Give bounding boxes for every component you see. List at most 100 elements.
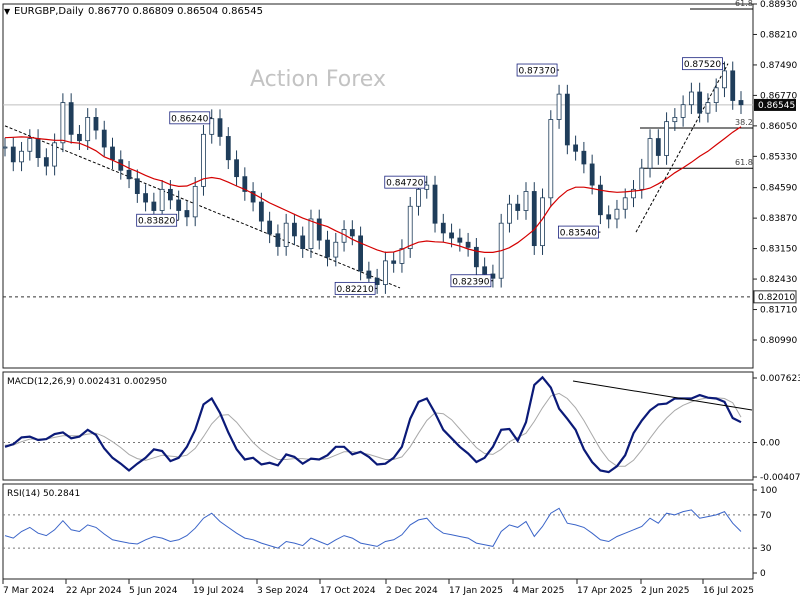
candle-body [672,117,678,123]
candle-body [713,87,719,103]
swing-label: 0.82210 [337,285,374,295]
x-tick-label: 2 Dec 2024 [386,586,438,596]
swing-label: 0.87370 [518,67,555,77]
macd-axis: 0.007623 0.00 -0.004073 [753,374,800,483]
candle-body [292,222,297,237]
candle-body [531,191,537,247]
candle-body [564,93,570,146]
candle-body [93,117,99,131]
rsi-tick-label: 100 [760,486,777,496]
candle-body [465,241,471,248]
swing-label-box [516,63,558,77]
candle-body [250,191,256,203]
price-overlays: 61.8 38.2 61.8 [3,0,753,298]
swing-label-box [682,57,723,71]
candle-body [523,191,529,211]
candle-body [680,104,686,118]
macd-tick-label: -0.004073 [760,473,800,483]
rsi-tick-label: 30 [760,544,772,554]
candle-body [432,184,438,224]
support-price-box [753,290,797,304]
swing-label-box [334,281,376,295]
x-tick-label: 3 Sep 2024 [257,586,309,596]
macd-main-line [4,375,742,474]
current-price-box [754,98,796,111]
price-tick-label: 0.83150 [760,245,797,255]
candle-body [738,100,744,106]
candle-body [556,93,562,120]
swing-label: 0.83820 [138,217,175,227]
watermark: Action Forex [250,67,386,92]
candle-body [407,205,413,249]
candle-body [374,277,380,285]
candle-body [614,208,620,220]
candle-body [705,102,711,114]
price-candles [2,61,744,294]
candle-body [60,102,66,144]
candle-body [631,188,636,199]
candle-body [730,70,736,101]
fib-level-label: 61.8 [735,158,753,167]
candle-body [589,163,595,186]
x-tick-label: 22 Apr 2024 [66,586,122,596]
price-axis: 0.88930 0.88210 0.87490 0.86770 0.86050 0.853… [753,0,797,346]
fib-level-label: 38.2 [735,118,753,127]
price-tick-label: 0.88930 [760,0,797,10]
candle-body [77,133,82,142]
price-tick-label: 0.83870 [760,214,797,224]
macd-title: MACD(12,26,9) 0.002431 0.002950 [7,377,167,387]
candle-body [300,235,306,249]
candle-body [275,233,281,247]
candle-body [655,138,661,156]
price-tick-label: 0.81710 [760,306,797,316]
candle-body [43,157,49,167]
candle-body [35,138,41,159]
candle-body [598,184,603,216]
candle-body [126,169,132,180]
candle-body [267,220,273,235]
candle-body [490,273,496,279]
x-axis: 7 Mar 2024 22 Apr 2024 5 Jun 2024 19 Jul 20… [2,579,754,596]
rsi-title: RSI(14) 50.2841 [7,489,80,499]
x-tick-label: 17 Oct 2024 [320,586,376,596]
rsi-tick-label: 0 [760,569,766,579]
candle-body [391,260,397,264]
swing-label-box [558,225,599,239]
candle-body [110,146,115,161]
price-tick-label: 0.84590 [760,184,797,194]
candle-body [27,138,33,152]
price-tick-label: 0.86770 [760,91,797,101]
x-tick-label: 16 Jul 2025 [703,586,754,596]
candle-body [333,241,339,258]
x-tick-label: 19 Jul 2024 [193,586,244,596]
candle-body [697,91,703,114]
candle-body [349,229,355,237]
candle-body [424,184,430,190]
candle-body [159,188,165,211]
price-tick-label: 0.87490 [760,61,797,71]
swing-label-box [136,213,178,227]
candle-body [68,102,74,135]
ohlc-readout: 0.86770 0.86809 0.86504 0.86545 [88,6,263,17]
rsi-line [4,507,742,549]
rsi-axis: 100 70 30 0 [753,486,777,579]
candle-body [622,197,628,210]
candle-body [283,222,289,247]
candle-body [688,91,694,106]
candle-body [722,70,727,89]
x-tick-label: 17 Jan 2025 [449,586,503,596]
candle-body [184,210,190,218]
candle-body [192,185,198,218]
macd-tick-label: 0.00 [760,439,780,449]
symbol-chevron-icon: ▼ [4,7,11,16]
swing-label: 0.87520 [684,60,721,70]
candle-body [258,201,264,222]
candle-body [366,270,372,279]
candle-body [515,203,521,211]
candle-body [234,159,239,178]
candle-body [473,246,479,268]
candle-body [201,133,206,187]
price-labels: 0.86240 0.83820 0.84720 0.82210 0.82390 0.873… [136,57,725,295]
rsi-panel-frame [2,483,754,580]
